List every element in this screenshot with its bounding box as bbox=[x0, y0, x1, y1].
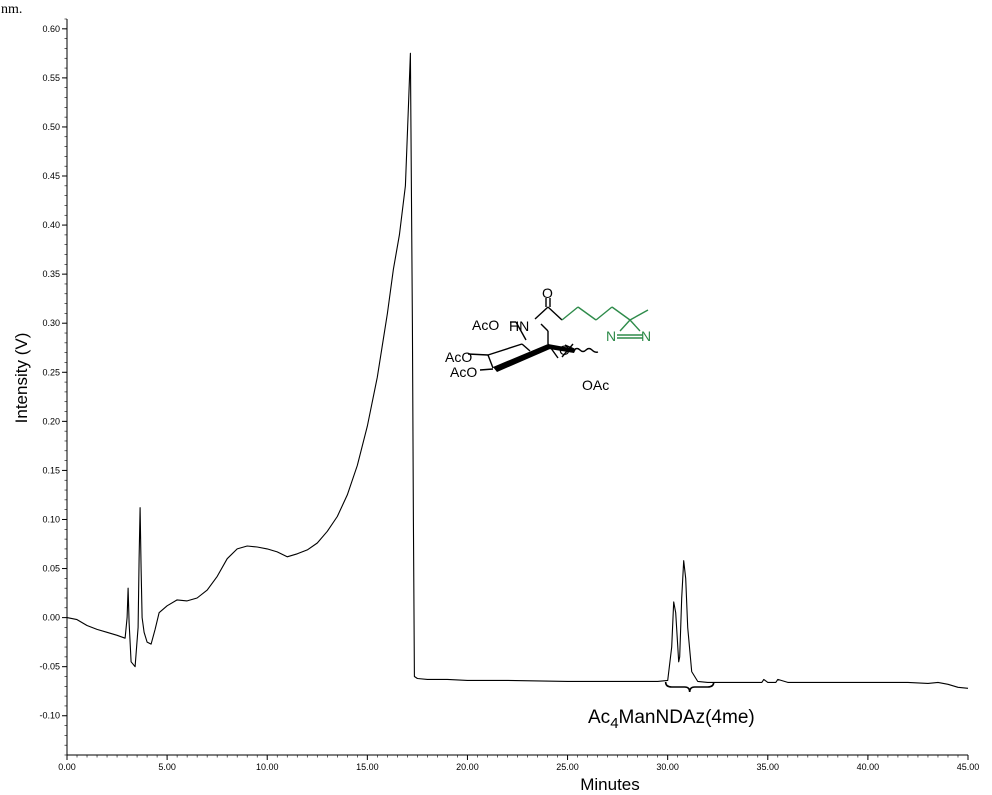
atom-label: N bbox=[641, 328, 651, 344]
x-tick-label: 35.00 bbox=[757, 762, 780, 772]
chain-bond bbox=[561, 306, 579, 321]
atom-label: HN bbox=[509, 318, 529, 334]
methyl-bond bbox=[629, 309, 649, 321]
y-tick-label: 0.05 bbox=[42, 564, 60, 574]
bold-wedges bbox=[493, 344, 576, 372]
y-tick-label: 0.20 bbox=[42, 416, 60, 426]
peak-annotation: Ac4ManNDAz(4me) bbox=[588, 681, 755, 732]
atom-labels: AcO HN O N N AcO AcO O OAc bbox=[445, 285, 651, 393]
x-axis-title: Minutes bbox=[580, 775, 640, 794]
atom-label: O bbox=[542, 285, 553, 301]
y-tick-label: 0.10 bbox=[42, 514, 60, 524]
chain-bond bbox=[534, 306, 549, 320]
bold-bond bbox=[493, 344, 550, 372]
y-tick-label: -0.10 bbox=[39, 711, 60, 721]
y-tick-label: -0.05 bbox=[39, 662, 60, 672]
x-tick-label: 20.00 bbox=[456, 762, 479, 772]
y-tick-label: 0.60 bbox=[42, 24, 60, 34]
ring-bond bbox=[467, 353, 489, 356]
bold-bond bbox=[548, 344, 576, 353]
x-ticks: 0.00 5.00 10.00 15.00 20.00 25.00 30.00 35.00 40… bbox=[58, 755, 979, 772]
atom-label: AcO bbox=[472, 317, 499, 333]
ring-bond bbox=[619, 319, 631, 332]
chemical-structure: AcO HN O N N AcO AcO O OAc bbox=[445, 285, 651, 393]
atom-label: AcO bbox=[450, 364, 477, 380]
wavy-bond bbox=[573, 347, 599, 353]
x-tick-label: 45.00 bbox=[957, 762, 980, 772]
peak-label-sub: 4 bbox=[610, 715, 618, 732]
ring-bond bbox=[479, 368, 494, 371]
y-tick-label: 0.35 bbox=[42, 269, 60, 279]
atom-label: O bbox=[559, 342, 570, 358]
ring-bond bbox=[515, 321, 527, 341]
x-tick-label: 30.00 bbox=[656, 762, 679, 772]
axes bbox=[66, 19, 968, 756]
diazirine-chain bbox=[561, 306, 649, 339]
y-axis-title: Intensity (V) bbox=[12, 333, 31, 424]
peak-label: Ac4ManNDAz(4me) bbox=[588, 707, 755, 732]
y-tick-label: 0.50 bbox=[42, 122, 60, 132]
ring-bond bbox=[564, 344, 575, 350]
chain-bond bbox=[547, 306, 563, 321]
x-tick-label: 10.00 bbox=[256, 762, 279, 772]
x-tick-label: 25.00 bbox=[556, 762, 579, 772]
peak-label-rest: ManNDAz(4me) bbox=[619, 707, 755, 728]
y-ticks: 0.60 0.55 0.50 0.45 0.40 0.35 0.30 0.25 0.20 0.15… bbox=[39, 18, 67, 756]
atom-label: OAc bbox=[582, 377, 609, 393]
atom-label: N bbox=[606, 328, 616, 344]
y-tick-label: 0.25 bbox=[42, 367, 60, 377]
chain-bond bbox=[595, 306, 613, 321]
y-tick-label: 0.30 bbox=[42, 318, 60, 328]
atom-label: AcO bbox=[445, 349, 472, 365]
corner-text: nm. bbox=[1, 2, 22, 17]
y-tick-label: 0.00 bbox=[42, 613, 60, 623]
y-tick-label: 0.40 bbox=[42, 220, 60, 230]
ring-bond bbox=[540, 323, 549, 332]
x-tick-label: 15.00 bbox=[356, 762, 379, 772]
ring-bond bbox=[487, 343, 523, 356]
y-tick-label: 0.15 bbox=[42, 465, 60, 475]
x-tick-label: 5.00 bbox=[158, 762, 176, 772]
ring-bond bbox=[521, 343, 531, 352]
chain-bond bbox=[611, 306, 631, 321]
peak-bracket bbox=[664, 681, 715, 693]
y-tick-label: 0.55 bbox=[42, 73, 60, 83]
sugar-ring bbox=[467, 321, 599, 371]
y-tick-label: 0.45 bbox=[42, 171, 60, 181]
x-tick-label: 40.00 bbox=[857, 762, 880, 772]
ring-bond bbox=[487, 354, 494, 369]
chromatogram-trace bbox=[66, 52, 969, 689]
ring-bond bbox=[629, 319, 641, 332]
x-tick-label: 0.00 bbox=[58, 762, 76, 772]
amide-chain bbox=[534, 298, 563, 321]
chain-bond bbox=[577, 306, 597, 321]
peak-label-main: Ac bbox=[588, 707, 610, 728]
